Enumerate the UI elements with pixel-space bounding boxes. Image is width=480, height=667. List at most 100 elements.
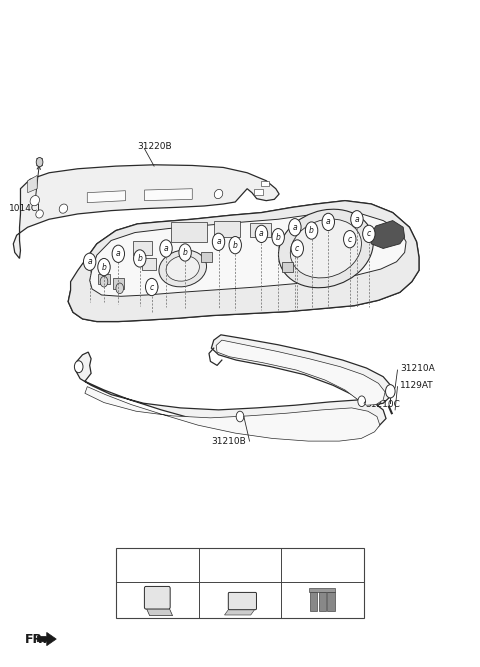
Polygon shape [146,607,172,616]
Text: a: a [259,229,264,238]
Bar [132,241,152,255]
Circle shape [116,283,123,293]
Circle shape [145,278,158,295]
Text: a: a [116,249,120,258]
Text: 31351H: 31351H [310,560,346,569]
Text: b: b [102,263,107,271]
Circle shape [358,396,365,407]
Circle shape [74,361,83,373]
Bar [116,548,364,618]
Circle shape [84,253,96,270]
Polygon shape [28,175,37,193]
Bar [254,189,263,195]
Text: a: a [164,244,168,253]
Polygon shape [68,201,419,321]
Polygon shape [370,221,405,249]
Ellipse shape [278,209,373,287]
Bar [262,181,269,186]
Bar [201,252,212,262]
Polygon shape [75,352,386,436]
Circle shape [305,222,318,239]
Polygon shape [85,387,380,441]
Text: 1129AT: 1129AT [400,381,433,390]
Ellipse shape [214,189,223,199]
Text: a: a [216,237,221,246]
Circle shape [322,213,335,231]
Polygon shape [87,191,125,203]
Bar [250,223,271,237]
Circle shape [98,258,110,275]
Text: c: c [150,283,154,291]
Polygon shape [216,340,385,406]
Text: 31102P: 31102P [145,560,179,569]
Polygon shape [90,212,406,296]
Circle shape [133,250,146,267]
Text: a: a [355,215,359,223]
Bar [309,588,335,592]
Ellipse shape [159,250,206,287]
Text: 31210B: 31210B [211,437,246,446]
Text: 31210A: 31210A [400,364,434,374]
Polygon shape [13,165,279,258]
Circle shape [344,231,356,248]
Text: a: a [326,217,331,226]
Circle shape [363,225,375,243]
Circle shape [385,385,395,398]
Text: a: a [293,223,297,231]
Text: b: b [276,233,281,241]
Bar [214,221,240,237]
Text: c: c [294,560,299,569]
Circle shape [229,237,241,253]
Bar [142,258,156,270]
Text: 31210C: 31210C [365,400,400,409]
FancyBboxPatch shape [144,586,170,609]
Bar [327,592,335,611]
Circle shape [125,557,136,573]
Text: a: a [87,257,92,266]
Ellipse shape [36,210,43,218]
Bar [113,278,124,289]
Text: c: c [348,235,352,243]
Ellipse shape [290,219,361,278]
Circle shape [290,557,302,573]
Circle shape [212,233,225,251]
Ellipse shape [59,204,68,213]
Text: b: b [233,241,238,249]
FancyBboxPatch shape [228,592,256,610]
Circle shape [179,244,192,261]
Circle shape [288,219,301,236]
Circle shape [272,229,284,246]
Polygon shape [68,201,419,321]
Circle shape [208,557,219,573]
Bar [98,273,110,284]
Bar [310,592,317,611]
Polygon shape [225,608,255,615]
Text: 31101B: 31101B [228,560,263,569]
Text: 31220B: 31220B [137,141,172,151]
Circle shape [236,412,244,422]
Circle shape [291,240,303,257]
Text: b: b [211,560,216,569]
Text: 1014CJ: 1014CJ [9,204,40,213]
Circle shape [351,211,363,228]
Text: c: c [295,244,300,253]
Text: b: b [137,254,142,263]
Circle shape [150,281,158,292]
Text: b: b [309,226,314,235]
Text: FR.: FR. [25,632,48,646]
Polygon shape [37,632,56,646]
Ellipse shape [166,255,199,281]
Text: b: b [183,248,188,257]
Polygon shape [144,189,192,201]
Circle shape [100,276,108,287]
Text: a: a [129,560,133,569]
Bar [282,261,293,272]
Bar [319,592,326,611]
Polygon shape [211,335,392,406]
Bar [171,222,206,242]
Circle shape [112,245,124,262]
Circle shape [36,157,43,167]
Circle shape [255,225,268,243]
Ellipse shape [30,195,39,205]
Text: c: c [367,229,371,238]
